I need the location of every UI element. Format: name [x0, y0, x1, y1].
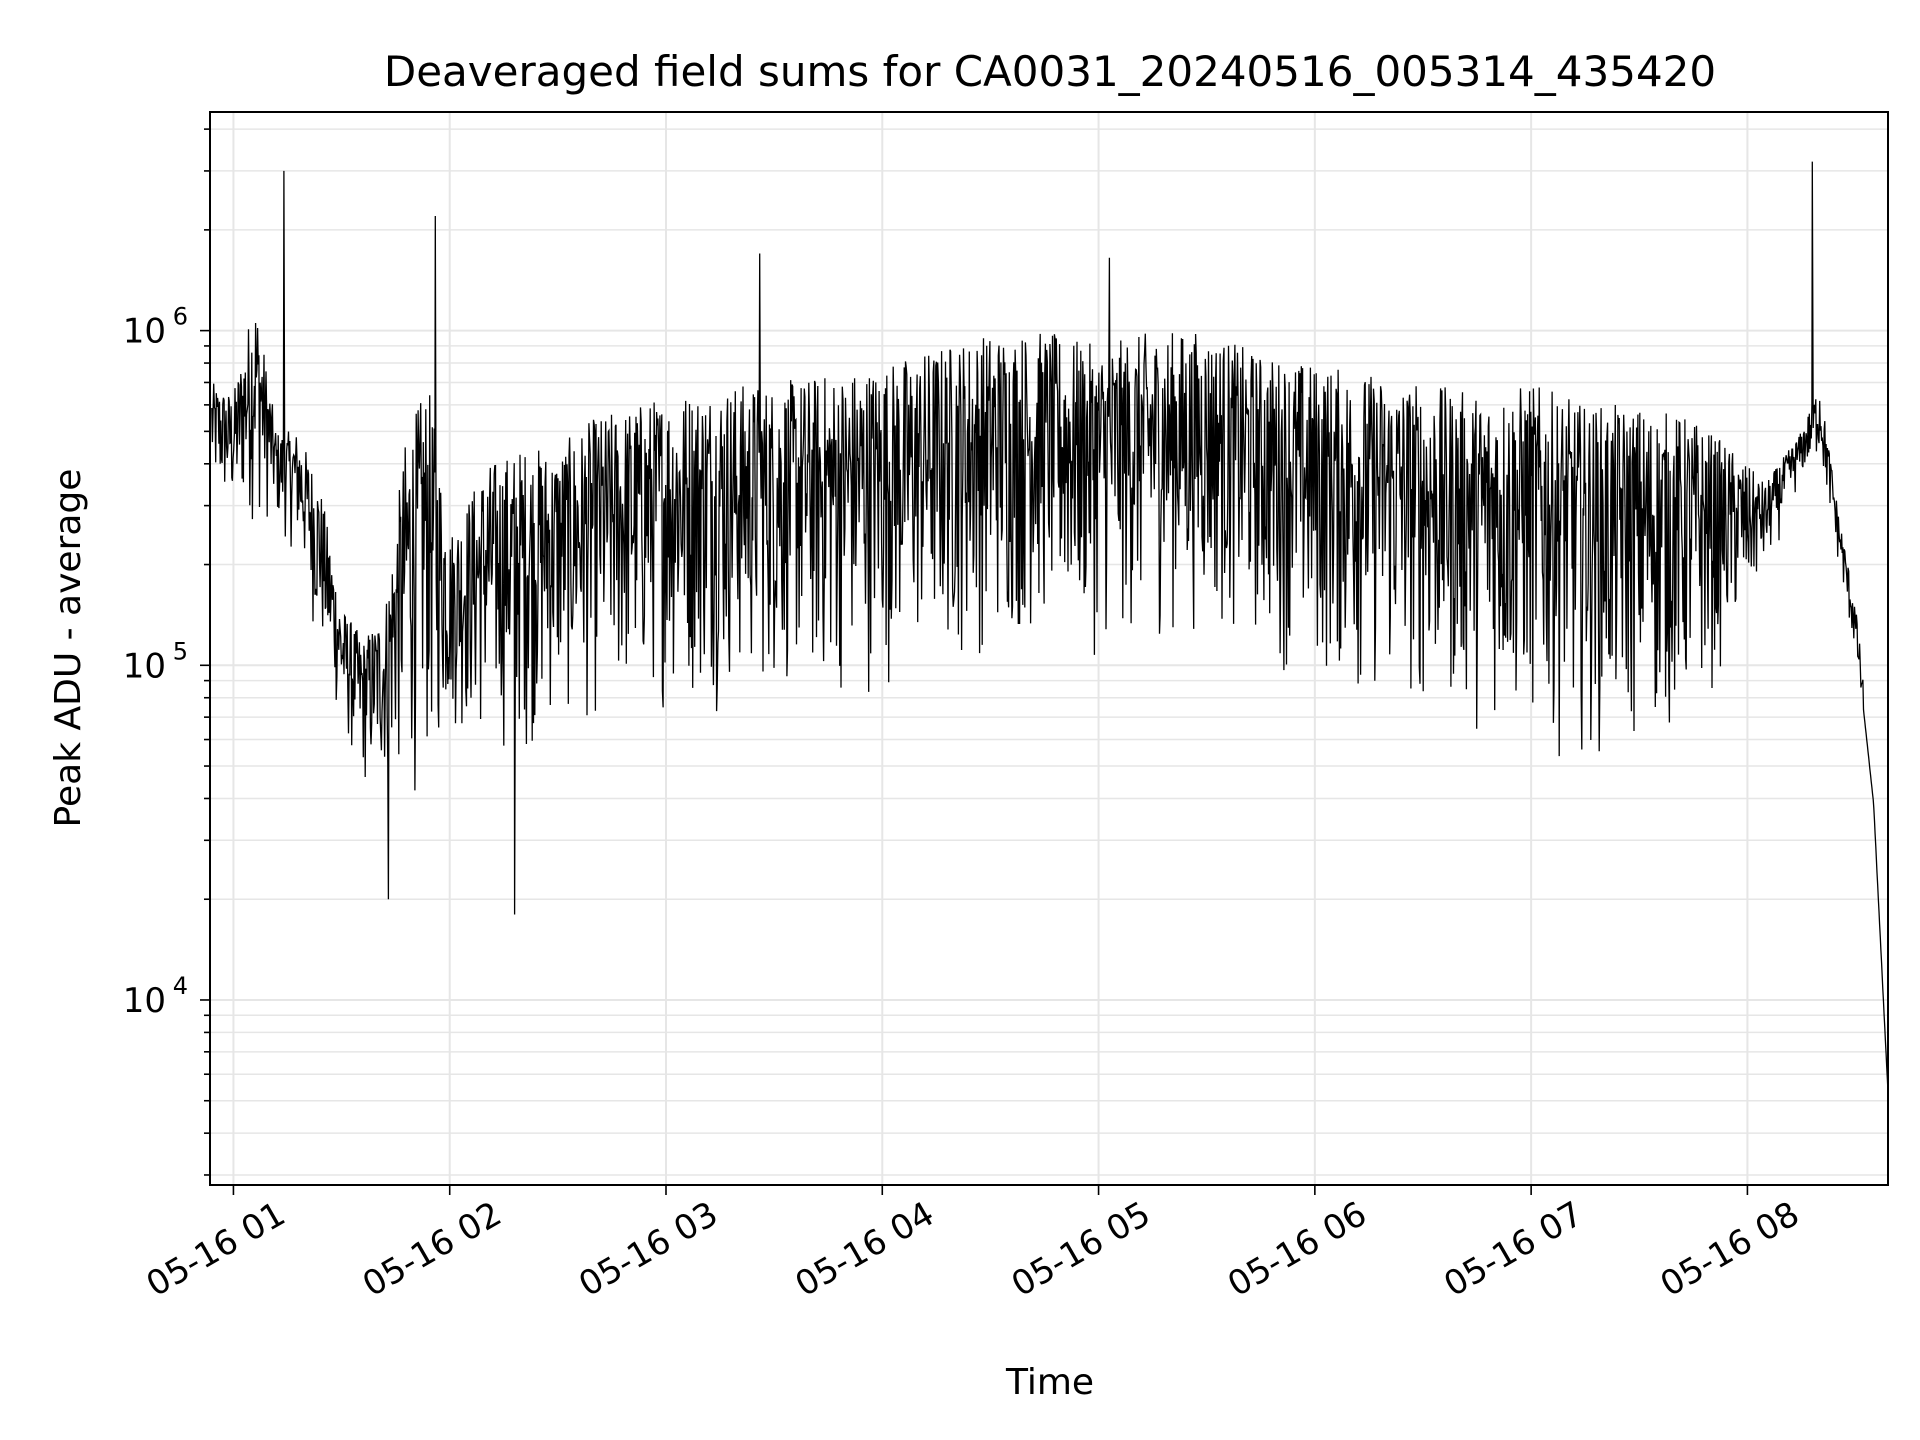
x-tick-label: 05-16 08 [1654, 1194, 1806, 1305]
y-tick-base: 10 [123, 981, 166, 1021]
plot-frame [209, 111, 1889, 1186]
grid-lines [210, 112, 1888, 1185]
x-tick-label: 05-16 06 [1221, 1194, 1373, 1305]
series-line [211, 161, 1888, 1093]
chart-title: Deaveraged field sums for CA0031_2024051… [384, 47, 1716, 96]
x-tick-label: 05-16 07 [1437, 1194, 1589, 1305]
y-tick-base: 10 [123, 312, 166, 352]
y-tick-label: 10 [123, 981, 166, 1021]
x-axis-label: Time [1005, 1362, 1094, 1403]
x-tick-label: 05-16 05 [1005, 1194, 1157, 1305]
y-axis-label: Peak ADU - average [48, 469, 89, 828]
y-tick-exponent: 6 [173, 303, 188, 331]
x-tick-label: 05-16 03 [572, 1194, 724, 1305]
y-tick-exponent: 4 [173, 972, 188, 1000]
y-tick-label: 10 [123, 312, 166, 352]
y-tick-exponent: 5 [173, 637, 188, 665]
x-tick-label: 05-16 04 [789, 1194, 941, 1305]
plot-area [211, 161, 1888, 1093]
y-tick-label: 10 [123, 646, 166, 686]
y-tick-base: 10 [123, 646, 166, 686]
x-tick-label: 05-16 02 [356, 1194, 508, 1305]
x-tick-label: 05-16 01 [140, 1194, 292, 1305]
